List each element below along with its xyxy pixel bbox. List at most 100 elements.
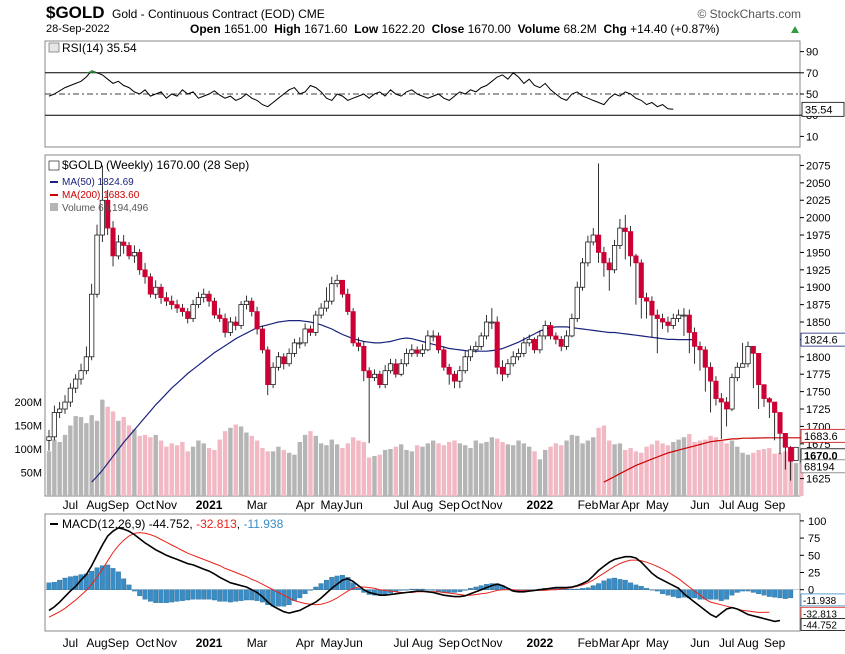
macd-histogram-bar [318, 583, 324, 590]
volume-bar [559, 445, 564, 496]
candle-body [729, 377, 735, 410]
x-axis-label-lower: Mar [599, 636, 620, 650]
x-axis-label-lower: Oct [136, 636, 155, 650]
price-tick-label: 1925 [806, 265, 830, 277]
volume-bar [116, 420, 121, 496]
candle-body [724, 401, 730, 410]
macd-histogram-bar [94, 567, 100, 590]
high-value: 1671.60 [304, 22, 348, 36]
candle-body [339, 279, 346, 295]
volume-legend: Volume 68,194,496 [62, 203, 149, 214]
close-label: Close [431, 22, 465, 36]
candle-body [793, 446, 799, 461]
candle-body [734, 366, 740, 379]
volume-bar [270, 451, 276, 496]
candle-body [665, 321, 671, 326]
candle-body [195, 297, 201, 305]
candle-body [403, 352, 410, 365]
volume-bar [228, 427, 233, 496]
macd-tick-label: 0 [808, 585, 814, 597]
rsi-last-value-box [801, 101, 845, 117]
candle-body [297, 342, 303, 345]
macd-histogram-bar [243, 589, 249, 601]
volume-bar [52, 439, 57, 496]
volume-bar [644, 446, 649, 496]
macd-histogram-bar [676, 589, 682, 599]
volume-bar [777, 452, 783, 496]
volume-bar [543, 449, 548, 496]
volume-bar [628, 448, 633, 496]
candle-body [628, 231, 634, 257]
macd-histogram-bar [398, 589, 404, 591]
candle-body [515, 352, 522, 358]
macd-histogram-bar [708, 589, 714, 600]
volume-bar [153, 434, 158, 496]
volume-bar [516, 440, 521, 496]
candle-body [483, 321, 490, 337]
volume-bar [185, 451, 190, 496]
ohlc-bar: Open 1651.00 High 1671.60 Low 1622.20 Cl… [190, 22, 720, 36]
candle-body [105, 199, 111, 229]
candle-legend-icon [48, 160, 60, 171]
macd-histogram-bar [51, 581, 57, 590]
volume-axis-label: 200M [14, 397, 42, 409]
volume-value: 68.2M [563, 22, 597, 36]
watermark[interactable]: © StockCharts.com [697, 7, 801, 21]
price-tick-label: 1900 [806, 282, 830, 294]
volume-bar [500, 441, 505, 496]
macd-histogram-bar [238, 589, 244, 601]
candle-body [419, 349, 426, 354]
macd-tick-label: 25 [808, 568, 820, 580]
volume-bar [580, 443, 585, 496]
candle-body [697, 346, 703, 351]
macd-histogram-bar [585, 587, 591, 590]
x-axis-label-upper: Sep [764, 498, 786, 512]
candle-body [281, 356, 287, 365]
volume-bar [73, 416, 78, 496]
volume-bar [495, 438, 500, 496]
volume-bar [575, 435, 580, 496]
macd-histogram-bar [195, 589, 201, 600]
candle-body [414, 349, 420, 354]
x-axis-label-upper: Mar [599, 498, 620, 512]
x-axis-label-upper: Jul [63, 498, 78, 512]
macd-last-value: -44.752 [803, 621, 837, 632]
candle-body [580, 262, 586, 288]
x-axis-label-lower: Apr [296, 636, 315, 650]
volume-bar [751, 452, 756, 496]
volume-bar [649, 444, 655, 496]
volume-bar [745, 454, 751, 496]
candle-body [169, 300, 175, 305]
candle-body [740, 363, 746, 368]
candle-body [446, 366, 452, 375]
symbol-title: $GOLD [46, 3, 105, 22]
macd-histogram-bar [644, 588, 650, 590]
candle-body [494, 321, 500, 368]
candle-body [78, 370, 84, 380]
candle-body [334, 279, 340, 285]
price-tick-label: 2000 [806, 213, 830, 225]
candle-body [718, 398, 724, 403]
volume-bar [249, 435, 254, 496]
volume-bar [313, 435, 318, 496]
candle-body [254, 311, 260, 330]
x-axis-label-upper: Jul [719, 498, 734, 512]
rsi-legend-icon [48, 42, 60, 53]
candle-body [510, 356, 516, 365]
candle-body [745, 346, 751, 365]
volume-bar [356, 440, 361, 496]
macd-histogram-bar [179, 589, 185, 601]
volume-bar [441, 445, 447, 496]
x-axis-label-upper: Sep [108, 498, 130, 512]
volume-bar [756, 449, 761, 496]
volume-axis-label: 100M [14, 444, 42, 456]
volume-bar [212, 449, 217, 496]
ma200-line [603, 437, 818, 483]
volume-bar [457, 443, 463, 496]
candle-body [537, 335, 543, 351]
candle-body [777, 412, 783, 434]
macd-histogram-bar [654, 589, 660, 592]
volume-bar [511, 445, 516, 496]
volume-bar [388, 449, 393, 496]
